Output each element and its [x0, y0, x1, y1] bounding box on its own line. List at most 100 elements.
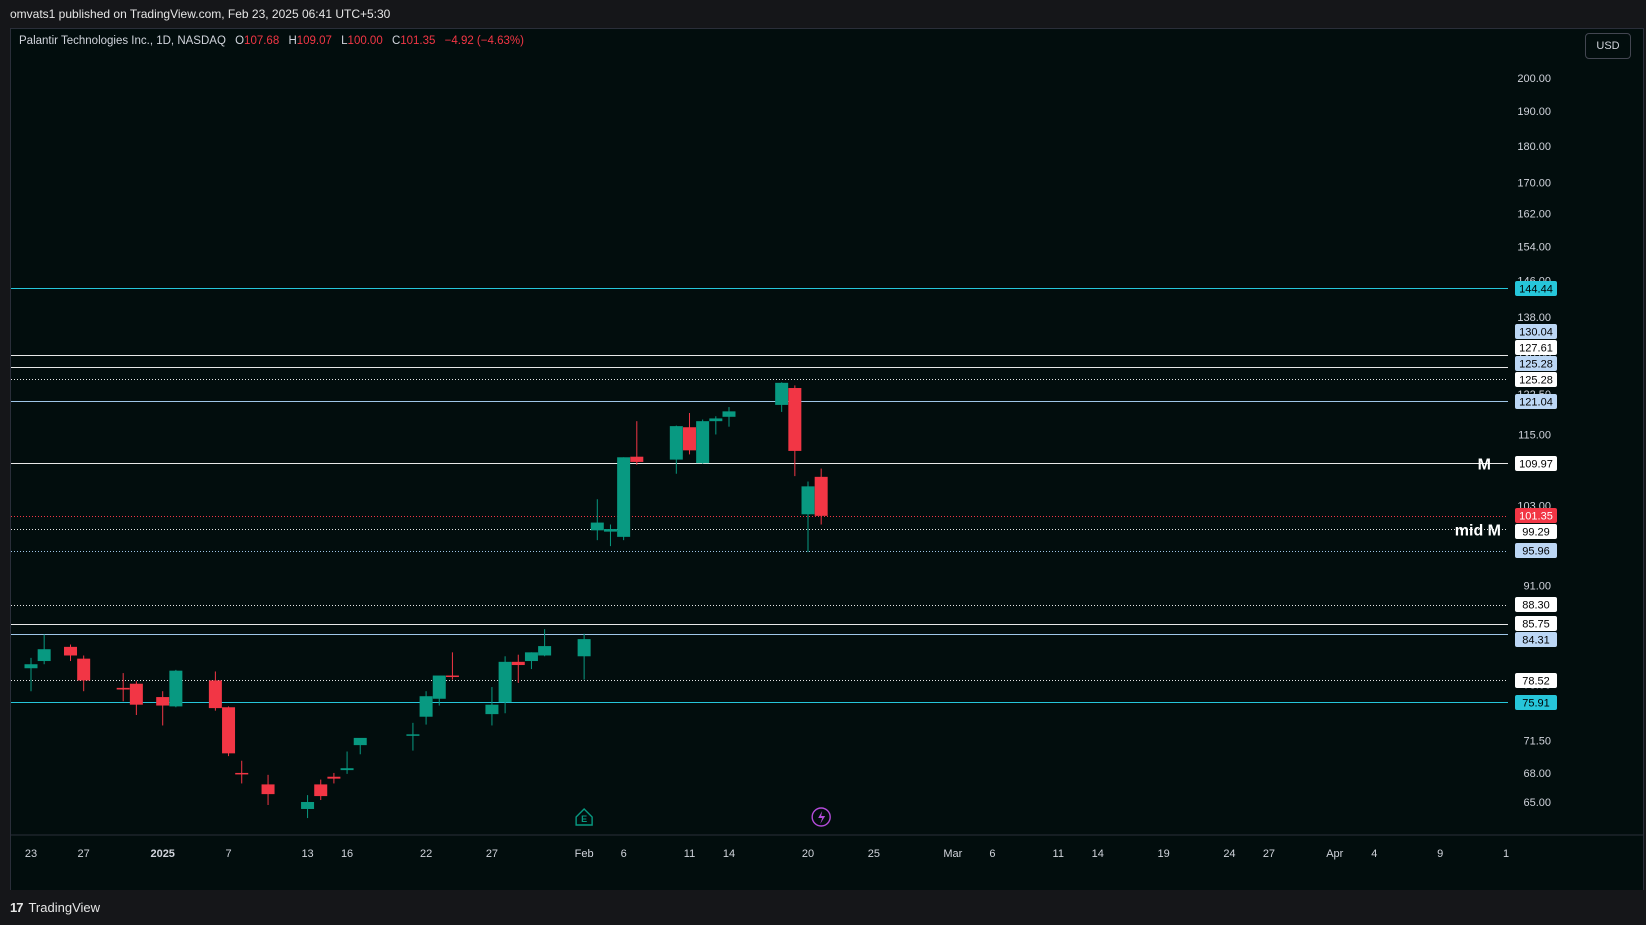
- candle-body[interactable]: [538, 646, 552, 656]
- close-value: 101.35: [400, 35, 436, 47]
- dividend-icon[interactable]: [811, 807, 831, 827]
- change-value: −4.92 (−4.63%): [444, 35, 524, 47]
- x-tick-label: Apr: [1326, 848, 1343, 860]
- candle-body[interactable]: [709, 418, 723, 422]
- candle-body[interactable]: [129, 683, 143, 705]
- candle-body[interactable]: [116, 687, 130, 690]
- x-tick-label: 27: [1263, 848, 1275, 860]
- candle-body[interactable]: [669, 426, 683, 460]
- price-tag-label: 101.35: [1519, 511, 1553, 523]
- y-tick-label: 190.00: [1517, 106, 1551, 118]
- earnings-icon[interactable]: [575, 808, 593, 826]
- tradingview-logo-icon: 17: [10, 900, 24, 915]
- candle-body[interactable]: [577, 639, 591, 657]
- x-tick-label: 27: [78, 848, 90, 860]
- level-annotation: M: [1478, 457, 1491, 474]
- candle-body[interactable]: [498, 661, 512, 703]
- candle-body[interactable]: [432, 675, 446, 699]
- x-tick-label: 7: [225, 848, 231, 860]
- y-tick-label: 200.00: [1517, 73, 1551, 85]
- candle-body[interactable]: [801, 486, 815, 515]
- candle-body[interactable]: [511, 661, 525, 666]
- x-tick-label: 11: [684, 848, 695, 860]
- y-tick-label: 180.00: [1517, 141, 1551, 153]
- price-tag: [1515, 372, 1557, 387]
- candle-body[interactable]: [235, 772, 249, 775]
- candle-body[interactable]: [353, 737, 367, 746]
- close-label: C: [391, 35, 401, 47]
- currency-button[interactable]: USD: [1585, 33, 1631, 59]
- candle-body[interactable]: [814, 476, 828, 516]
- chart-panel[interactable]: 200.00190.00180.00170.00162.00154.00146.…: [10, 28, 1644, 892]
- candle-body[interactable]: [419, 696, 433, 717]
- candle-body[interactable]: [788, 388, 802, 451]
- price-tag-label: 75.91: [1522, 698, 1550, 710]
- y-tick-label: 91.00: [1523, 580, 1551, 592]
- candle-body[interactable]: [156, 697, 170, 706]
- candle-body[interactable]: [630, 456, 644, 462]
- price-tag-label: 88.30: [1522, 600, 1550, 612]
- x-tick-label: 14: [1092, 848, 1104, 860]
- y-tick-label: 154.00: [1517, 241, 1551, 253]
- candle-body[interactable]: [301, 802, 315, 809]
- open-value: 107.68: [244, 35, 280, 47]
- price-tag-label: 144.44: [1519, 284, 1553, 296]
- x-tick-label: 13: [301, 848, 313, 860]
- symbol-legend: Palantir Technologies Inc., 1D, NASDAQ O…: [19, 35, 524, 47]
- price-tag-label: 127.61: [1519, 343, 1553, 355]
- candle-body[interactable]: [340, 768, 354, 771]
- candle-body[interactable]: [64, 646, 78, 656]
- price-tag-label: 85.75: [1522, 619, 1550, 631]
- high-value: 109.07: [296, 35, 332, 47]
- candle-body[interactable]: [169, 670, 183, 707]
- earnings-label: E: [581, 814, 587, 824]
- candle-body[interactable]: [485, 704, 499, 715]
- price-tag-label: 121.04: [1519, 397, 1553, 409]
- candle-body[interactable]: [696, 421, 710, 464]
- candle-body[interactable]: [445, 675, 459, 678]
- price-tag: [1515, 340, 1557, 355]
- price-tag-label: 130.04: [1519, 327, 1553, 339]
- x-tick-label: 14: [723, 848, 735, 860]
- candle-body[interactable]: [682, 427, 696, 451]
- lightning-icon: [818, 811, 826, 824]
- candle-body[interactable]: [77, 658, 91, 681]
- x-tick-label: 6: [621, 848, 627, 860]
- high-label: H: [288, 35, 297, 47]
- y-tick-label: 68.00: [1523, 768, 1551, 780]
- low-value: 100.00: [347, 35, 383, 47]
- candle-body[interactable]: [775, 382, 789, 405]
- price-chart[interactable]: 200.00190.00180.00170.00162.00154.00146.…: [11, 29, 1643, 891]
- x-tick-label: 22: [420, 848, 432, 860]
- footer-bar: 17 TradingView: [0, 890, 1646, 925]
- candle-body[interactable]: [603, 529, 617, 532]
- price-tag-label: 109.97: [1519, 459, 1553, 471]
- tradingview-brand[interactable]: 17 TradingView: [10, 900, 100, 915]
- price-tag: [1515, 524, 1557, 539]
- price-tag: [1515, 543, 1557, 558]
- x-tick-label: 1: [1503, 848, 1509, 860]
- x-tick-label: 6: [989, 848, 995, 860]
- candle-body[interactable]: [406, 734, 420, 736]
- candle-body[interactable]: [24, 664, 38, 669]
- publish-info: omvats1 published on TradingView.com, Fe…: [10, 7, 391, 21]
- candle-body[interactable]: [314, 784, 328, 797]
- price-tag: [1515, 695, 1557, 710]
- price-tag-label: 95.96: [1522, 546, 1550, 558]
- candle-body[interactable]: [722, 411, 736, 417]
- candle-body[interactable]: [222, 707, 236, 754]
- brand-name: TradingView: [28, 900, 101, 915]
- candle-body[interactable]: [37, 649, 51, 662]
- price-tag-label: 125.28: [1519, 359, 1553, 371]
- candle-body[interactable]: [208, 680, 222, 709]
- candle-body[interactable]: [327, 776, 341, 779]
- price-tag-label: 84.31: [1522, 635, 1550, 647]
- y-tick-label: 138.00: [1517, 312, 1551, 324]
- x-tick-label: 27: [486, 848, 498, 860]
- candle-body[interactable]: [524, 652, 538, 662]
- low-label: L: [341, 35, 348, 47]
- candle-body[interactable]: [617, 457, 631, 537]
- candle-body[interactable]: [590, 522, 604, 531]
- candle-body[interactable]: [261, 784, 275, 795]
- symbol-name: Palantir Technologies Inc., 1D, NASDAQ: [19, 35, 226, 47]
